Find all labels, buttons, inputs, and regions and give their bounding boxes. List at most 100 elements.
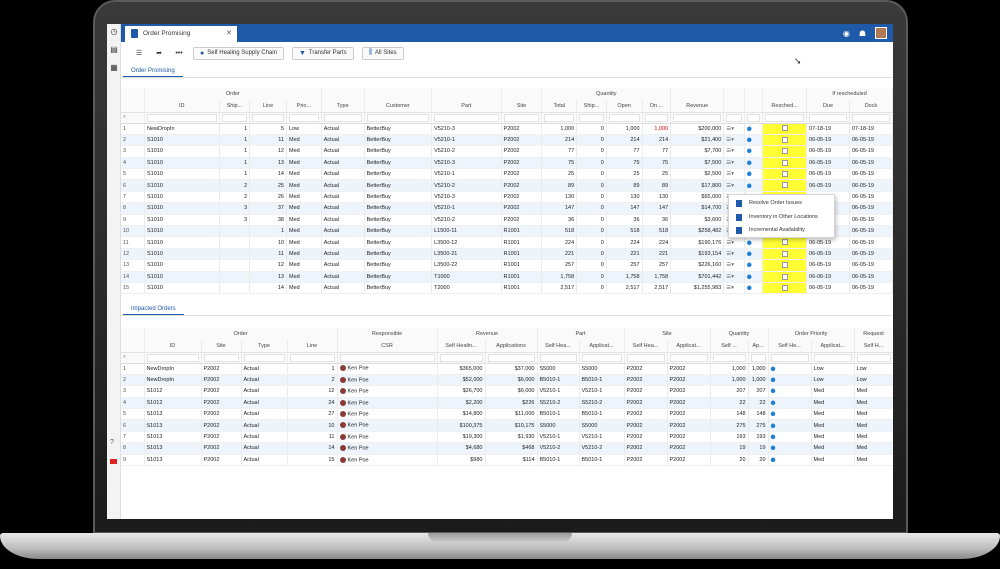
table-row[interactable]: 7 S1013 P2002 Actual 11 Ken Poe $19,300 $1,930 V… — [121, 431, 893, 444]
column-header[interactable]: Part — [431, 100, 502, 113]
team-icon[interactable]: ☗ — [858, 28, 866, 38]
table-row[interactable]: 1 NewDropIn 1 5 Low Actual BetterBuy V5210-3 P20… — [121, 123, 893, 135]
table-row[interactable]: 3 S1010 1 12 Med Actual BetterBuy V5210-2 P2002 7… — [121, 145, 893, 158]
more-icon[interactable]: ••• — [175, 49, 183, 57]
filter-cell[interactable] — [579, 352, 625, 364]
location-pin-icon[interactable]: ⬤ — [744, 248, 764, 261]
menu-item-inventory-other-locations[interactable]: Inventory in Other Locations — [729, 211, 834, 225]
location-pin-icon[interactable]: ⬤ — [768, 363, 812, 375]
column-header[interactable]: Due — [806, 100, 850, 113]
reschedule-checkbox[interactable] — [781, 159, 788, 166]
filter-cell[interactable] — [768, 352, 812, 364]
self-healing-button[interactable]: ● Self Healing Supply Chain — [193, 46, 284, 60]
table-row[interactable]: 12 S1010 11 Med Actual BetterBuy L3500-21 R1001… — [121, 248, 893, 261]
table-row[interactable]: 5 S1010 1 14 Med Actual BetterBuy V5210-1 P2002 2… — [121, 168, 893, 181]
column-header[interactable]: Self He... — [768, 340, 812, 353]
reschedule-checkbox[interactable] — [781, 125, 788, 132]
column-header[interactable]: CSR — [337, 340, 438, 353]
reschedule-checkbox[interactable] — [781, 182, 788, 189]
filter-input[interactable] — [726, 113, 742, 122]
table-row[interactable]: 11 S1010 10 Med Actual BetterBuy L3500-12 R1001… — [121, 236, 893, 249]
filter-cell[interactable] — [144, 352, 202, 364]
location-pin-icon[interactable]: ⬤ — [744, 123, 764, 135]
filter-cell[interactable] — [541, 112, 578, 124]
filter-cell[interactable] — [537, 352, 580, 364]
filter-input[interactable] — [809, 113, 847, 122]
table-row[interactable]: 6 S1013 P2002 Actual 10 Ken Poe $100,375 $10,17… — [121, 419, 893, 432]
filter-input[interactable] — [851, 113, 890, 122]
filter-input[interactable] — [487, 353, 535, 362]
help-icon[interactable]: ? — [110, 439, 114, 446]
filter-cell[interactable] — [762, 112, 808, 124]
row-menu-icon[interactable]: ☰▾ — [723, 179, 745, 192]
column-header[interactable]: Revenue — [670, 100, 725, 113]
reschedule-checkbox[interactable] — [781, 239, 788, 246]
filter-input[interactable] — [289, 353, 335, 362]
filter-input[interactable] — [243, 353, 285, 362]
filter-input[interactable] — [221, 113, 248, 122]
filter-input[interactable] — [581, 353, 622, 362]
share-icon[interactable]: ➦ — [156, 50, 162, 57]
tab-order-promising[interactable]: Order Promising ✕ — [125, 26, 237, 42]
location-pin-icon[interactable]: ⬤ — [768, 385, 812, 398]
column-header[interactable]: ID — [144, 100, 220, 113]
filter-input[interactable] — [434, 113, 499, 122]
location-pin-icon[interactable]: ⬤ — [768, 408, 812, 421]
column-header[interactable]: Self Hea... — [624, 340, 668, 353]
column-header[interactable]: Open — [606, 100, 643, 113]
filter-cell[interactable] — [337, 352, 438, 364]
filter-input[interactable] — [712, 353, 746, 362]
filter-cell[interactable] — [806, 112, 850, 124]
column-header[interactable]: Ship... — [576, 100, 607, 113]
filter-cell[interactable] — [748, 352, 769, 364]
filter-cell[interactable] — [670, 112, 725, 124]
reschedule-checkbox-cell[interactable] — [762, 259, 808, 272]
column-header[interactable]: Type — [241, 340, 288, 353]
filter-input[interactable] — [252, 113, 284, 122]
filter-cell[interactable] — [485, 352, 538, 364]
clock-icon[interactable]: ◷ — [110, 27, 118, 36]
filter-cell[interactable] — [431, 112, 502, 124]
column-header[interactable]: Total — [541, 100, 578, 113]
impacted-orders-section-tab[interactable]: Impacted Orders — [123, 306, 184, 315]
filter-cell[interactable] — [241, 352, 288, 364]
column-header[interactable]: Prio... — [286, 100, 322, 113]
filter-input[interactable] — [147, 113, 217, 122]
table-row[interactable]: 9 S1013 P2002 Actual 15 Ken Poe $980 $114 B5010-… — [121, 454, 893, 467]
reschedule-checkbox-cell[interactable] — [762, 145, 808, 158]
filter-input[interactable] — [644, 113, 669, 122]
filter-input[interactable] — [746, 113, 761, 122]
filter-input[interactable] — [770, 353, 809, 362]
table-row[interactable]: 15 S1010 14 Med Actual BetterBuy T2000 R1001 2,5… — [121, 282, 893, 295]
filter-input[interactable] — [750, 353, 766, 362]
filter-input[interactable] — [626, 353, 665, 362]
reschedule-checkbox[interactable] — [781, 171, 788, 178]
filter-input[interactable] — [439, 353, 483, 362]
reschedule-checkbox-cell[interactable] — [762, 271, 808, 283]
filter-cell[interactable] — [854, 352, 893, 364]
filter-input[interactable] — [813, 353, 852, 362]
row-menu-icon[interactable]: ☰▾ — [723, 134, 745, 147]
calendar-icon[interactable]: ▦ — [110, 63, 118, 72]
filter-cell[interactable] — [201, 352, 242, 364]
location-pin-icon[interactable]: ⬤ — [744, 168, 764, 181]
table-row[interactable]: 2 S1010 1 11 Med Actual BetterBuy V5210-1 P2002 2… — [121, 134, 893, 147]
reschedule-checkbox[interactable] — [781, 273, 788, 280]
menu-item-resolve-order-issues[interactable]: Resolve Order Issues — [729, 197, 834, 211]
filter-cell[interactable] — [501, 112, 543, 124]
location-pin-icon[interactable]: ⬤ — [768, 397, 812, 410]
location-pin-icon[interactable]: ⬤ — [744, 259, 764, 272]
flag-icon[interactable] — [110, 459, 117, 464]
row-menu-icon[interactable]: ☰▾ — [723, 168, 745, 181]
reschedule-checkbox[interactable] — [781, 284, 788, 291]
order-promising-section-tab[interactable]: Order Promising — [123, 68, 183, 77]
location-pin-icon[interactable]: ⬤ — [744, 145, 764, 158]
location-pin-icon[interactable]: ⬤ — [744, 179, 764, 192]
notification-icon[interactable]: ◉ — [842, 28, 850, 38]
column-header[interactable]: Type — [321, 100, 365, 113]
table-row[interactable]: 14 S1010 13 Med Actual BetterBuy T1000 R1001 1,7… — [121, 271, 893, 283]
reschedule-checkbox[interactable] — [781, 136, 788, 143]
document-icon[interactable]: ▤ — [110, 45, 118, 54]
reschedule-checkbox-cell[interactable] — [762, 179, 808, 192]
column-header[interactable]: On ... — [642, 100, 672, 113]
